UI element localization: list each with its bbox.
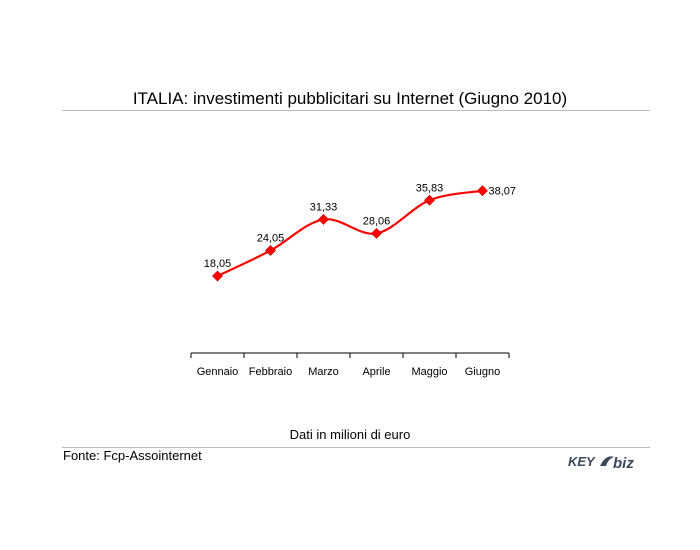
x-axis — [190, 352, 510, 358]
chart-caption: Dati in milioni di euro — [289, 427, 411, 442]
x-tick-label: Gennaio — [197, 366, 239, 378]
data-point-marker — [371, 227, 382, 239]
logo-biz-text: biz — [613, 455, 634, 472]
data-label: 28,06 — [363, 215, 391, 227]
chart-title: ITALIA: investimenti pubblicitari su Int… — [132, 89, 568, 108]
data-label: 18,05 — [204, 258, 232, 270]
source-note: Fonte: Fcp-Assointernet — [63, 448, 202, 463]
logo-key-text: KEY — [568, 454, 596, 469]
data-labels: 18,05 24,05 31,33 28,06 35,83 38,07 — [204, 182, 516, 270]
data-label: 35,83 — [416, 182, 444, 194]
data-label: 38,07 — [489, 186, 517, 198]
data-point-marker — [265, 245, 276, 256]
data-label: 31,33 — [310, 201, 338, 213]
data-point-marker — [477, 185, 488, 197]
x-tick-label: Maggio — [411, 366, 447, 378]
x-tick-label: Aprile — [362, 366, 390, 378]
x-tick-label: Marzo — [308, 366, 339, 378]
footer-divider — [62, 447, 650, 448]
data-point-marker — [318, 214, 329, 225]
data-point-marker — [424, 194, 435, 206]
data-point-marker — [212, 270, 223, 282]
data-label: 24,05 — [257, 232, 285, 244]
logo-swoosh-icon — [600, 456, 614, 466]
title-divider — [62, 110, 650, 111]
line-chart: 18,05 24,05 31,33 28,06 35,83 38,07 Gennaio Fe… — [190, 182, 516, 378]
x-tick-labels: Gennaio Febbraio Marzo Aprile Maggio Giugno — [197, 366, 501, 378]
series-markers — [212, 185, 488, 282]
keybiz-logo: KEY biz — [568, 454, 634, 472]
x-tick-label: Giugno — [465, 366, 500, 378]
x-tick-label: Febbraio — [249, 366, 292, 378]
